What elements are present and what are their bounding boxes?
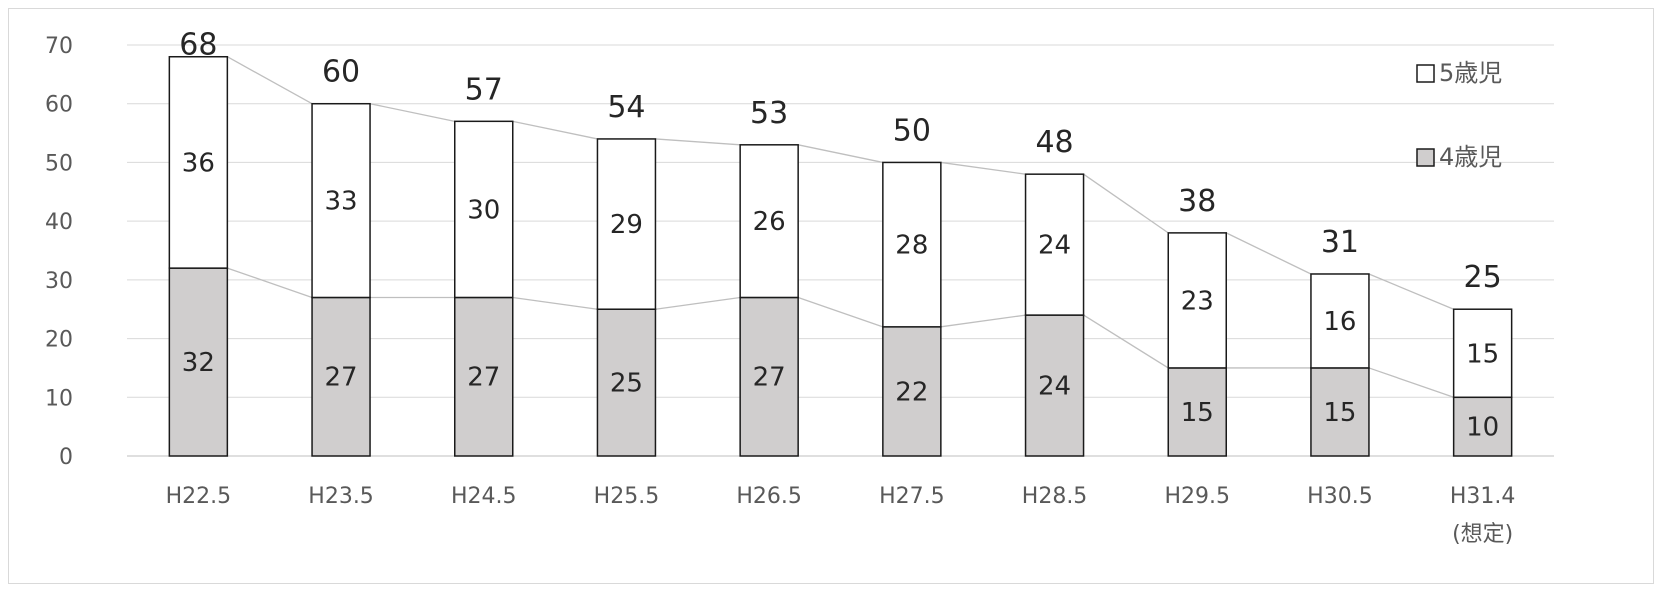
bars [168, 55, 1513, 457]
x-tick-label: H23.5 [308, 484, 374, 509]
bar-4sai [454, 296, 514, 457]
data-label-4sai: 27 [753, 363, 786, 393]
legend: 5歳児 4歳児 [1416, 59, 1502, 171]
x-tick-label: H24.5 [451, 484, 517, 509]
data-label-5sai: 28 [895, 231, 928, 261]
chart-frame: 0 10 20 30 40 50 60 70 32 36 68 27 33 60 27 30 57 25 29 54… [8, 8, 1654, 584]
legend-item-5sai-label: 5歳児 [1439, 59, 1502, 87]
series-line-5sai [227, 56, 313, 105]
data-label-4sai: 10 [1466, 413, 1499, 443]
data-label-5sai: 30 [467, 195, 500, 225]
y-tick-label: 50 [45, 151, 73, 176]
series-line-5sai [1083, 173, 1169, 234]
data-label-5sai: 33 [325, 187, 358, 217]
stacked-bar-chart: 0 10 20 30 40 50 60 70 32 36 68 27 33 60 27 30 57 25 29 54… [45, 28, 1554, 547]
data-label-5sai: 29 [610, 210, 643, 240]
series-line-4sai [227, 267, 313, 299]
total-label: 57 [465, 72, 503, 107]
data-label-4sai: 24 [1038, 372, 1071, 402]
data-label-5sai: 16 [1323, 307, 1356, 337]
total-label: 50 [893, 113, 931, 148]
bar-4sai [1024, 314, 1085, 457]
series-line-4sai [940, 314, 1026, 328]
data-label-4sai: 27 [467, 363, 500, 393]
series-line-4sai [655, 296, 741, 310]
data-label-4sai: 15 [1323, 398, 1356, 428]
total-label: 54 [607, 90, 645, 125]
data-label-4sai: 32 [182, 348, 215, 378]
legend-item-4sai-swatch [1416, 148, 1435, 167]
x-tick-label: H28.5 [1022, 484, 1088, 509]
legend-item-4sai-label: 4歳児 [1439, 143, 1502, 171]
data-label-5sai: 36 [182, 148, 215, 178]
y-axis: 0 10 20 30 40 50 60 70 [45, 34, 73, 470]
x-tick-label: H26.5 [736, 484, 802, 509]
x-tick-label: H27.5 [879, 484, 945, 509]
total-label: 25 [1464, 260, 1502, 295]
bar-5sai [882, 161, 942, 328]
bar-5sai [1024, 173, 1085, 316]
bar-4sai [739, 296, 799, 457]
x-tick-label: H25.5 [594, 484, 660, 509]
bar-5sai [1167, 232, 1227, 369]
series-line-5sai [940, 161, 1026, 175]
data-label-5sai: 24 [1038, 231, 1071, 261]
series-line-5sai [369, 103, 455, 122]
series-line-5sai [655, 138, 741, 146]
legend-item-5sai-swatch [1416, 64, 1435, 83]
total-label: 68 [179, 28, 217, 63]
y-tick-label: 30 [45, 269, 73, 294]
x-tick-note: (想定) [1452, 522, 1513, 547]
bar-5sai [596, 138, 657, 310]
bar-5sai [311, 102, 371, 299]
y-tick-label: 10 [45, 386, 73, 411]
data-label-5sai: 26 [753, 207, 786, 237]
data-label-4sai: 22 [895, 377, 928, 407]
total-label: 53 [750, 96, 788, 131]
bar-5sai [454, 120, 514, 299]
bar-4sai [882, 326, 942, 457]
y-tick-label: 20 [45, 328, 73, 353]
series-line-4sai [1368, 367, 1454, 398]
bar-5sai [168, 55, 229, 269]
bar-4sai [596, 308, 657, 457]
bar-5sai [739, 144, 799, 299]
series-line-4sai [512, 296, 598, 310]
bar-5sai [1452, 308, 1513, 399]
data-label-5sai: 23 [1181, 286, 1214, 316]
data-label-5sai: 15 [1466, 339, 1499, 369]
data-labels: 32 36 68 27 33 60 27 30 57 25 29 54 27 26 53 22 28 50 24 24… [179, 28, 1501, 443]
series-line-4sai [797, 296, 884, 328]
bar-4sai [1310, 367, 1370, 457]
y-tick-label: 70 [45, 34, 73, 59]
series-line-5sai [1368, 273, 1454, 310]
y-tick-label: 60 [45, 93, 73, 118]
total-label: 31 [1321, 225, 1359, 260]
data-label-4sai: 25 [610, 369, 643, 399]
series-line-4sai [1083, 314, 1169, 369]
data-label-4sai: 27 [325, 363, 358, 393]
x-tick-label: H29.5 [1164, 484, 1230, 509]
y-tick-label: 40 [45, 210, 73, 235]
series-line-5sai [512, 120, 598, 140]
series-connector-lines [227, 56, 1454, 398]
x-tick-label: H30.5 [1307, 484, 1373, 509]
total-label: 38 [1178, 184, 1216, 219]
x-axis: H22.5 H23.5 H24.5 H25.5 H26.5 H27.5 H28.5 H29.5… [166, 484, 1516, 547]
y-tick-label: 0 [59, 445, 73, 470]
bar-4sai [311, 296, 371, 457]
data-label-4sai: 15 [1181, 398, 1214, 428]
x-tick-label: H31.4 [1450, 484, 1516, 509]
series-line-5sai [1225, 232, 1312, 275]
series-line-5sai [798, 144, 883, 164]
total-label: 48 [1035, 125, 1073, 160]
bar-5sai [1310, 273, 1370, 369]
x-tick-label: H22.5 [166, 484, 232, 509]
total-label: 60 [322, 55, 360, 90]
